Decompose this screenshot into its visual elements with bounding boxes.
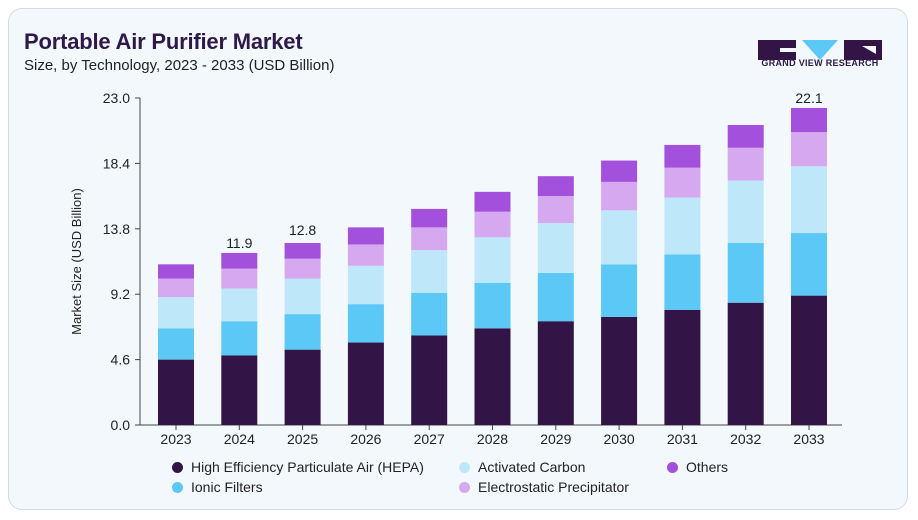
legend-swatch (459, 461, 470, 473)
bar-segment-activated-carbon-2025 (284, 278, 321, 315)
legend-swatch (172, 461, 183, 473)
bar-segment-activated-carbon-2029 (537, 223, 574, 273)
x-tick-label: 2033 (793, 431, 824, 447)
brand-logo-icon (758, 40, 882, 60)
legend-label: Others (686, 459, 729, 475)
x-tick-label: 2026 (350, 431, 381, 447)
bar-segment-ionic-filters-2031 (664, 254, 701, 310)
bar-segment-others-2026 (347, 227, 384, 245)
bar-segment-high-efficiency-particulate-air-hepa-2023 (158, 359, 194, 425)
bar-segment-electrostatic-precipitator-2023 (158, 278, 194, 298)
bar-segment-ionic-filters-2030 (601, 264, 638, 317)
bar-segment-high-efficiency-particulate-air-hepa-2030 (601, 316, 638, 425)
bar-total-label: 22.1 (795, 90, 822, 106)
bar-segment-others-2023 (158, 264, 194, 279)
bar-segment-ionic-filters-2024 (221, 321, 258, 356)
x-tick-label: 2032 (730, 431, 761, 447)
bar-segment-others-2031 (664, 144, 701, 168)
bar-segment-activated-carbon-2030 (601, 210, 638, 265)
legend-item: Activated Carbon (459, 459, 585, 475)
bar-segment-electrostatic-precipitator-2024 (221, 268, 258, 289)
bar-segment-activated-carbon-2032 (727, 180, 764, 244)
bar-segment-ionic-filters-2027 (411, 292, 448, 336)
bar-segment-ionic-filters-2023 (158, 328, 194, 360)
y-tick-label: 13.8 (103, 221, 130, 237)
x-tick-label: 2029 (540, 431, 571, 447)
bar-segment-electrostatic-precipitator-2027 (411, 227, 448, 251)
legend-item: Electrostatic Precipitator (459, 479, 629, 495)
x-tick-label: 2027 (414, 431, 445, 447)
y-tick-label: 23.0 (103, 90, 130, 106)
chart-bars (158, 107, 827, 425)
bar-segment-others-2030 (601, 160, 638, 182)
legend-label: Electrostatic Precipitator (478, 479, 629, 495)
bar-segment-high-efficiency-particulate-air-hepa-2029 (537, 321, 574, 425)
bar-total-label: 11.9 (226, 235, 252, 251)
bar-segment-high-efficiency-particulate-air-hepa-2026 (347, 342, 384, 425)
bar-segment-electrostatic-precipitator-2033 (791, 132, 827, 167)
legend-item: Others (667, 459, 728, 475)
x-tick-label: 2024 (224, 431, 255, 447)
bar-segment-others-2024 (221, 252, 258, 269)
bar-segment-high-efficiency-particulate-air-hepa-2028 (474, 328, 511, 425)
bar-segment-ionic-filters-2032 (727, 243, 764, 303)
bar-segment-electrostatic-precipitator-2025 (284, 258, 321, 279)
bar-segment-others-2025 (284, 243, 321, 259)
bar-segment-high-efficiency-particulate-air-hepa-2031 (664, 309, 701, 425)
y-tick-label: 0.0 (111, 417, 131, 433)
x-tick-label: 2023 (160, 431, 191, 447)
brand-name: GRAND VIEW RESEARCH (761, 58, 879, 68)
bar-segment-activated-carbon-2024 (221, 288, 258, 322)
chart-title: Portable Air Purifier Market (24, 29, 303, 54)
legend-swatch (172, 481, 183, 493)
bar-segment-electrostatic-precipitator-2031 (664, 167, 701, 198)
legend-swatch (667, 461, 678, 473)
bar-segment-others-2029 (537, 176, 574, 197)
legend-item: Ionic Filters (172, 479, 263, 495)
legend-label: High Efficiency Particulate Air (HEPA) (191, 459, 424, 475)
bar-segment-ionic-filters-2033 (791, 233, 827, 296)
bar-segment-others-2028 (474, 191, 511, 212)
bar-segment-electrostatic-precipitator-2028 (474, 211, 511, 238)
legend-swatch (459, 481, 470, 493)
bar-segment-others-2033 (791, 107, 827, 133)
bar-segment-high-efficiency-particulate-air-hepa-2024 (221, 355, 258, 425)
legend-item: High Efficiency Particulate Air (HEPA) (172, 459, 424, 475)
bar-segment-activated-carbon-2027 (411, 250, 448, 293)
y-tick-label: 9.2 (111, 286, 131, 302)
x-tick-label: 2028 (477, 431, 508, 447)
y-axis-label: Market Size (USD Billion) (69, 188, 84, 335)
bar-segment-others-2032 (727, 125, 764, 148)
bar-segment-activated-carbon-2028 (474, 237, 511, 283)
bar-segment-electrostatic-precipitator-2026 (347, 244, 384, 266)
y-tick-label: 18.4 (103, 155, 130, 171)
bar-total-label: 12.8 (289, 222, 316, 238)
bar-segment-high-efficiency-particulate-air-hepa-2032 (727, 302, 764, 425)
bar-segment-electrostatic-precipitator-2030 (601, 181, 638, 211)
legend-label: Activated Carbon (478, 459, 586, 475)
chart-labels: 11.9 12.8 22.1 (226, 90, 823, 251)
bar-segment-high-efficiency-particulate-air-hepa-2027 (411, 335, 448, 425)
bar-segment-ionic-filters-2029 (537, 272, 574, 322)
bar-segment-electrostatic-precipitator-2029 (537, 196, 574, 224)
legend-label: Ionic Filters (191, 479, 263, 495)
bar-segment-high-efficiency-particulate-air-hepa-2025 (284, 349, 321, 425)
chart-subtitle: Size, by Technology, 2023 - 2033 (USD Bi… (24, 57, 335, 74)
y-tick-label: 4.6 (111, 352, 131, 368)
bar-segment-activated-carbon-2026 (347, 265, 384, 305)
bar-segment-electrostatic-precipitator-2032 (727, 147, 764, 181)
bar-segment-activated-carbon-2031 (664, 197, 701, 255)
bar-segment-others-2027 (411, 208, 448, 228)
x-tick-label: 2030 (604, 431, 635, 447)
x-tick-label: 2025 (287, 431, 318, 447)
bar-segment-ionic-filters-2025 (284, 314, 321, 350)
x-tick-label: 2031 (667, 431, 698, 447)
bar-segment-ionic-filters-2026 (347, 304, 384, 343)
bar-segment-high-efficiency-particulate-air-hepa-2033 (791, 295, 827, 425)
bar-segment-ionic-filters-2028 (474, 282, 511, 329)
bar-segment-activated-carbon-2033 (791, 166, 827, 234)
bar-segment-activated-carbon-2023 (158, 297, 194, 329)
